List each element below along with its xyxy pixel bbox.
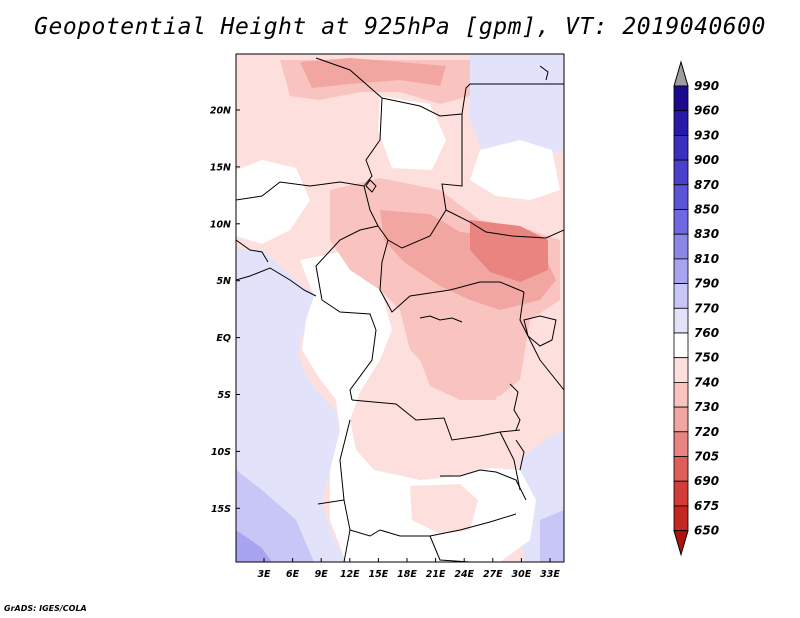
colorbar-swatch (673, 209, 689, 235)
colorbar-label: 830 (694, 227, 719, 241)
lon-tick-label: 33E (540, 569, 560, 580)
colorbar-swatch (673, 332, 689, 359)
lat-tick-label: 15S (211, 504, 231, 515)
lon-tick-label: 18E (397, 569, 417, 580)
lon-tick-label: 21E (426, 569, 446, 580)
colorbar-label: 990 (694, 79, 719, 93)
colorbar-label: 690 (694, 474, 719, 488)
colorbar-swatch (673, 233, 689, 260)
colorbar-swatch (673, 134, 689, 161)
colorbar-swatch (673, 85, 689, 112)
lon-tick-label: 27E (483, 569, 503, 580)
colorbar-label: 740 (694, 375, 719, 389)
height-field (236, 54, 564, 562)
colorbar-label: 675 (694, 499, 719, 513)
colorbar-label: 760 (694, 326, 719, 340)
lat-tick-label: 10S (211, 447, 231, 458)
lat-tick-label: 10N (210, 219, 231, 230)
colorbar-swatch (673, 406, 689, 433)
lon-tick-label: 24E (454, 569, 474, 580)
colorbar-swatch (673, 258, 689, 284)
lakes (365, 65, 557, 471)
colorbar-bottom-arrow (673, 530, 689, 557)
latitude-axis: 20N 15N 10N 5N EQ 5S 10S 15S (210, 106, 240, 515)
colorbar-swatch (673, 505, 689, 531)
colorbar-label: 705 (694, 450, 719, 464)
colorbar-swatch (673, 159, 689, 186)
colorbar-label: 810 (694, 252, 719, 266)
lat-tick-label: 20N (210, 106, 231, 117)
colorbar-label: 750 (694, 351, 719, 365)
colorbar-swatch (673, 381, 689, 408)
lat-tick-label: 5N (216, 276, 231, 287)
lon-tick-label: 6E (286, 569, 300, 580)
colorbar-swatch (673, 283, 689, 309)
colorbar-label: 720 (694, 425, 719, 439)
colorbar-label: 730 (694, 400, 719, 414)
country-boundaries (236, 57, 564, 562)
colorbar-swatch (673, 110, 689, 136)
colorbar-label: 900 (694, 153, 719, 167)
colorbar-swatch (673, 357, 689, 383)
lat-tick-label: 5S (218, 390, 232, 401)
colorbar-swatch (673, 480, 689, 507)
lat-tick-label: 15N (210, 162, 231, 173)
colorbar-swatch (673, 456, 689, 482)
colorbar-swatch (673, 307, 689, 334)
lon-tick-label: 12E (340, 569, 360, 580)
colorbar-label: 930 (694, 128, 719, 142)
colorbar-swatch (673, 184, 689, 210)
lon-tick-label: 9E (315, 569, 329, 580)
lat-tick-label: EQ (216, 333, 231, 344)
colorbar-label: 870 (694, 178, 719, 192)
colorbar-top-arrow (673, 60, 689, 87)
lon-tick-label: 3E (257, 569, 271, 580)
map-frame (235, 53, 565, 563)
colorbar-label: 790 (694, 277, 719, 291)
colorbar-label: 650 (694, 524, 719, 538)
page-title: Geopotential Height at 925hPa [gpm], VT:… (34, 14, 766, 40)
colorbar-swatch (673, 431, 689, 457)
lon-tick-label: 30E (512, 569, 532, 580)
colorbar: 990 960 930 900 870 850 830 810 790 770 760 750 740 7… (673, 60, 719, 557)
longitude-axis: 3E 6E 9E 12E 15E 18E 21E 24E 27E 30E 33E (257, 558, 560, 580)
credit-label: GrADS: IGES/COLA (4, 604, 87, 613)
colorbar-label: 850 (694, 203, 719, 217)
colorbar-label: 960 (694, 104, 719, 118)
colorbar-label: 770 (694, 301, 719, 315)
lon-tick-label: 15E (369, 569, 389, 580)
